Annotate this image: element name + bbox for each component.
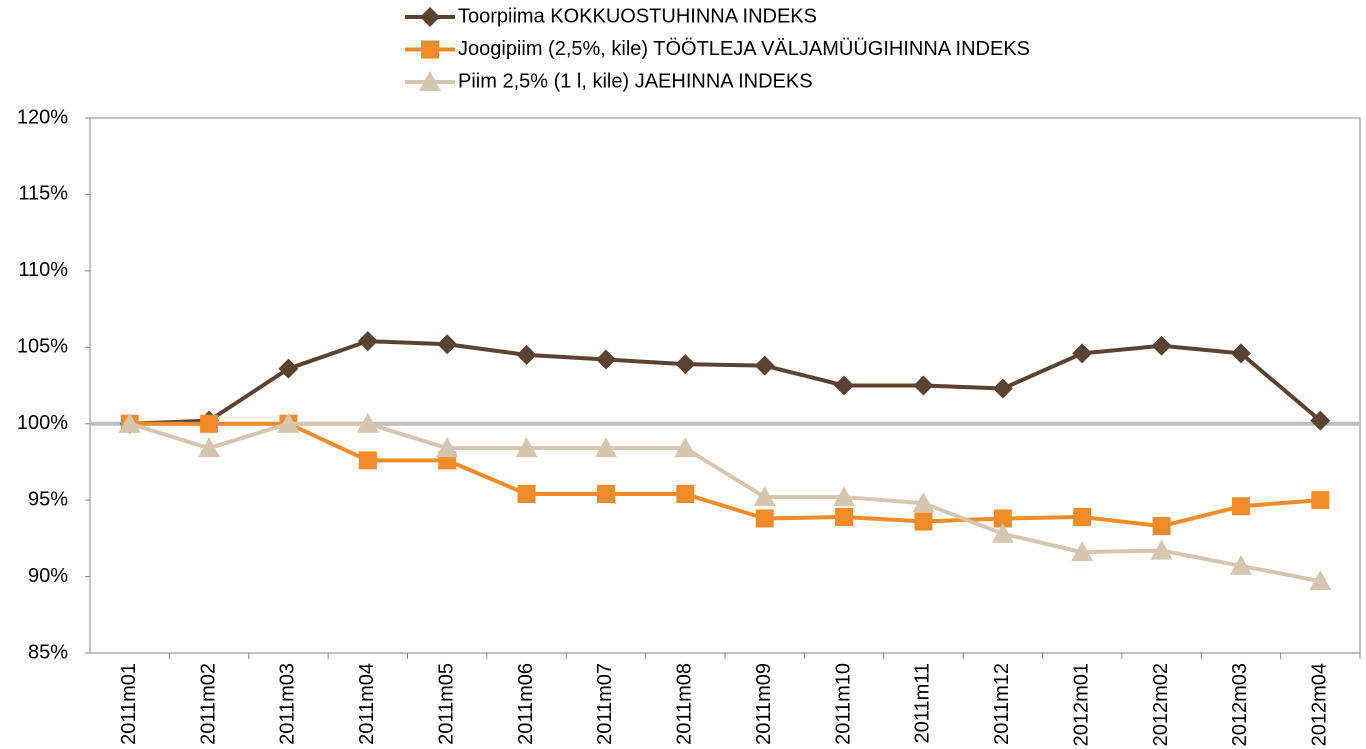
x-tick-label: 2011m05 [435, 663, 457, 745]
data-point [674, 437, 697, 458]
data-point [594, 437, 617, 458]
data-point [834, 375, 855, 396]
x-tick-label: 2011m02 [197, 663, 219, 745]
data-point [358, 451, 377, 470]
data-point [753, 486, 776, 507]
legend-label: Toorpiima KOKKUOSTUHINNA INDEKS [458, 5, 817, 27]
data-point [676, 485, 695, 504]
data-point [754, 355, 775, 376]
data-point [833, 486, 856, 507]
data-point [914, 512, 933, 531]
y-tick-label: 110% [18, 259, 68, 281]
data-point [198, 437, 221, 458]
data-point [1150, 539, 1173, 560]
x-tick-label: 2012m01 [1070, 663, 1092, 746]
data-point [278, 358, 299, 379]
data-point [675, 354, 696, 375]
data-point [1072, 343, 1093, 364]
data-point [1311, 491, 1330, 510]
data-point [1071, 541, 1094, 562]
x-tick-label: 2011m12 [991, 663, 1013, 745]
data-point [1229, 554, 1252, 575]
x-tick-label: 2012m04 [1309, 663, 1331, 746]
data-point [118, 412, 141, 433]
data-point [357, 331, 378, 352]
data-point [516, 344, 537, 365]
data-point [912, 492, 935, 513]
data-point [595, 349, 616, 370]
data-point [596, 485, 615, 504]
data-point [515, 437, 538, 458]
x-tick-label: 2011m06 [515, 663, 537, 745]
y-tick-label: 120% [17, 106, 68, 128]
data-point [1152, 517, 1171, 536]
x-tick-label: 2012m03 [1229, 663, 1251, 746]
x-tick-label: 2011m10 [832, 663, 854, 745]
y-tick-label: 90% [28, 565, 68, 587]
y-tick-label: 85% [28, 641, 68, 663]
series-line [129, 421, 1321, 584]
data-point [991, 522, 1014, 543]
x-tick-label: 2011m03 [277, 663, 299, 745]
data-point [1309, 570, 1332, 591]
x-tick-label: 2011m11 [912, 663, 934, 743]
x-tick-label: 2011m04 [356, 663, 378, 745]
data-point [517, 485, 536, 504]
legend-marker [419, 71, 441, 91]
data-point [277, 412, 300, 433]
data-point [755, 509, 774, 528]
plot-area [89, 117, 1361, 654]
data-point [992, 378, 1013, 399]
x-tick-label: 2011m09 [753, 663, 775, 745]
y-tick-label: 100% [17, 412, 68, 434]
y-tick-label: 105% [17, 336, 68, 358]
data-point [1073, 507, 1092, 526]
data-point [993, 509, 1012, 528]
series-line [129, 339, 1322, 426]
data-point [1231, 497, 1250, 516]
x-tick-label: 2011m08 [674, 663, 696, 745]
legend-marker [420, 7, 440, 27]
x-tick-label: 2011m01 [118, 663, 140, 745]
data-point [200, 414, 219, 433]
legend-label: Joogipiim (2,5%, kile) TÖÖTLEJA VÄLJAMÜÜ… [458, 38, 1030, 60]
legend-label: Piim 2,5% (1 l, kile) JAEHINNA INDEKS [458, 70, 813, 92]
data-point [913, 375, 934, 396]
data-point [1310, 410, 1331, 431]
data-point [1230, 343, 1251, 364]
series-line [129, 421, 1321, 529]
data-point [436, 437, 459, 458]
data-point [835, 507, 854, 526]
legend-marker [421, 40, 439, 59]
x-tick-label: 2011m07 [594, 663, 616, 745]
y-tick-label: 95% [28, 488, 68, 510]
data-point [1151, 335, 1172, 356]
data-point [356, 412, 379, 433]
y-tick-label: 115% [18, 183, 68, 205]
data-point [437, 334, 458, 355]
x-tick-label: 2012m02 [1150, 663, 1172, 746]
